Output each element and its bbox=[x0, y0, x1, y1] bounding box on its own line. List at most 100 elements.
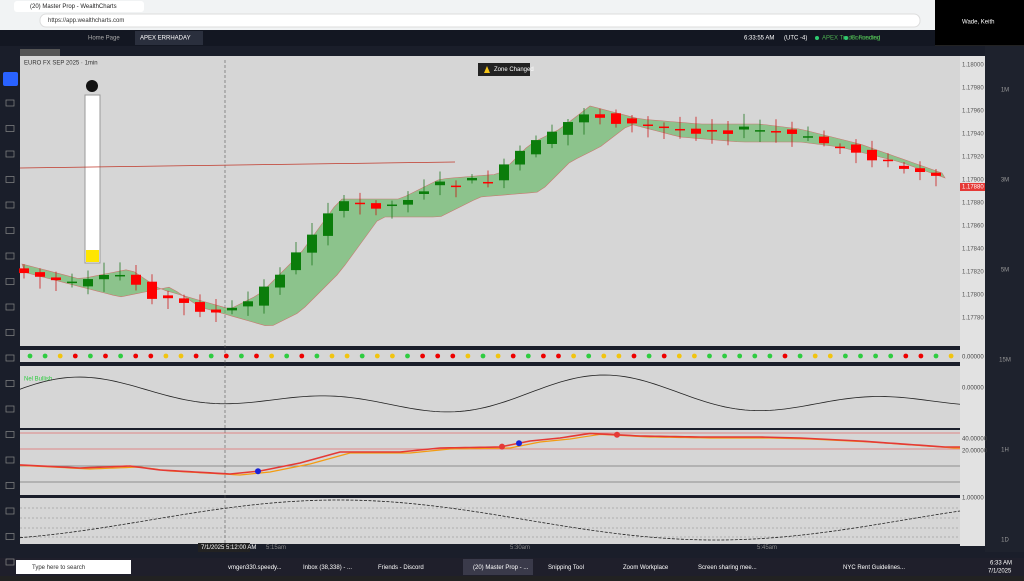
url: https://app.wealthcharts.com bbox=[48, 18, 124, 24]
signal-dot bbox=[284, 353, 290, 359]
tool-icon[interactable] bbox=[5, 252, 15, 260]
search-placeholder: Type here to search bbox=[32, 565, 85, 571]
signal-dot bbox=[525, 353, 531, 359]
candle-body bbox=[323, 213, 333, 236]
add-button[interactable] bbox=[3, 72, 18, 86]
candle-body bbox=[915, 168, 925, 173]
price-label: 1.17920 bbox=[962, 155, 984, 161]
signal-dot bbox=[269, 353, 274, 359]
signal-dot bbox=[148, 353, 154, 359]
candle-body bbox=[707, 129, 717, 132]
tool-icon[interactable] bbox=[5, 482, 15, 489]
tool-icon[interactable] bbox=[5, 176, 15, 183]
candle-body bbox=[403, 199, 413, 205]
price-label: 1.17980 bbox=[962, 86, 984, 92]
tool-icon[interactable] bbox=[5, 303, 15, 311]
address-bar[interactable] bbox=[39, 13, 921, 28]
signal-dot bbox=[254, 353, 259, 359]
tool-icon[interactable] bbox=[5, 278, 15, 285]
drawing-toolbar bbox=[84, 94, 101, 264]
timezone: (UTC -4) bbox=[784, 36, 807, 42]
price-chart bbox=[20, 56, 960, 346]
signal-dot bbox=[646, 353, 652, 359]
symbol-chip bbox=[20, 49, 60, 56]
taskbar-app-label: Inbox (38,338) - ... bbox=[303, 565, 352, 571]
signal-dot bbox=[692, 353, 697, 359]
oscillator-panel bbox=[20, 366, 960, 428]
signal-dot bbox=[601, 353, 607, 359]
candle-body bbox=[835, 146, 845, 149]
candle-body bbox=[387, 204, 397, 207]
taskbar-app-label: Screen sharing mee... bbox=[698, 565, 757, 571]
signal-dot bbox=[178, 353, 184, 359]
tool-icon[interactable] bbox=[5, 507, 15, 515]
tool-icon[interactable] bbox=[5, 380, 15, 387]
level-line bbox=[19, 161, 456, 169]
price-label: 1.17940 bbox=[962, 132, 984, 138]
candle-body bbox=[243, 301, 253, 307]
candle-body bbox=[179, 298, 189, 303]
tool-icon[interactable] bbox=[5, 431, 15, 438]
tool-icon[interactable] bbox=[5, 456, 15, 464]
signal-dot bbox=[510, 353, 516, 359]
cross-dot bbox=[614, 431, 620, 438]
tool-icon[interactable] bbox=[5, 201, 15, 209]
notice: Zone Changed bbox=[494, 67, 534, 73]
signal-dot bbox=[571, 353, 576, 359]
color-swatch bbox=[86, 250, 99, 262]
candle-body bbox=[339, 201, 349, 211]
signal-dot bbox=[722, 353, 727, 359]
taskbar-news: NYC Rent Guidelines... bbox=[843, 565, 905, 571]
candle-body bbox=[195, 302, 205, 312]
signal-dot bbox=[435, 353, 441, 359]
app-tab[interactable]: APEX ERRHADAY bbox=[140, 36, 191, 42]
candle-body bbox=[19, 268, 29, 274]
tool-icon[interactable] bbox=[5, 227, 15, 234]
signal-dot bbox=[797, 353, 803, 359]
candle-body bbox=[579, 114, 589, 123]
signal-dot bbox=[556, 353, 561, 359]
taskbar-time: 6:33 AM bbox=[990, 561, 1012, 567]
tool-icon[interactable] bbox=[5, 558, 15, 566]
signal-dot bbox=[495, 353, 501, 359]
candle-body bbox=[819, 136, 829, 144]
taskbar-app[interactable] bbox=[463, 559, 533, 575]
signal-dot bbox=[948, 353, 954, 359]
candle-body bbox=[771, 131, 781, 133]
signal-dot bbox=[873, 353, 878, 359]
candle-body bbox=[163, 295, 173, 299]
signal-dot bbox=[661, 353, 667, 359]
signal-dot bbox=[118, 353, 123, 359]
macd-line bbox=[19, 432, 960, 475]
signal-dot bbox=[239, 353, 244, 359]
signal-dot bbox=[676, 353, 682, 359]
candle-body bbox=[67, 281, 77, 284]
timeframe: 3M bbox=[1001, 178, 1009, 184]
browser-tab[interactable] bbox=[14, 1, 144, 12]
price-label: 1.17820 bbox=[962, 270, 984, 276]
candle-body bbox=[291, 252, 301, 271]
signal-dot bbox=[616, 353, 622, 359]
signal-dot bbox=[133, 353, 139, 359]
app-tab[interactable]: Home Page bbox=[88, 36, 120, 42]
tool-icon[interactable] bbox=[5, 329, 15, 336]
status-dot bbox=[844, 36, 848, 40]
signal-dot bbox=[933, 353, 939, 359]
tool-icon[interactable] bbox=[5, 125, 15, 132]
taskbar-app-label: (20) Master Prop - ... bbox=[473, 565, 529, 571]
candle-body bbox=[547, 131, 557, 144]
tool-icon[interactable] bbox=[5, 354, 15, 362]
candle-body bbox=[51, 277, 61, 281]
current-price: 1.17880 bbox=[962, 185, 984, 191]
oscillator-line bbox=[19, 374, 961, 413]
tool-icon[interactable] bbox=[5, 99, 15, 107]
search-box[interactable] bbox=[16, 560, 131, 574]
signal-dot bbox=[223, 353, 229, 359]
tool-icon[interactable] bbox=[5, 150, 15, 158]
price-label: 1.17960 bbox=[962, 109, 984, 115]
candle-body bbox=[691, 128, 701, 134]
tool-icon[interactable] bbox=[5, 533, 15, 540]
tool-icon[interactable] bbox=[5, 405, 15, 413]
candle-body bbox=[595, 114, 605, 118]
